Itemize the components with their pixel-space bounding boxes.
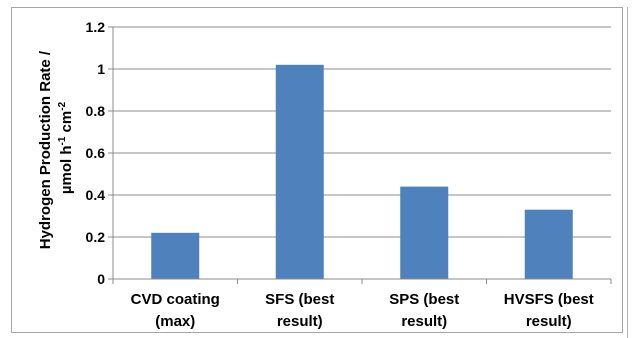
gridlines	[108, 26, 611, 280]
y-axis-label-sup1: -1	[57, 136, 68, 145]
y-tick-label: 0.8	[86, 103, 106, 119]
bars	[151, 64, 573, 279]
y-tick-label: 0.2	[86, 229, 106, 245]
bar	[275, 64, 324, 279]
y-axis-label-line2-mid: cm	[58, 111, 75, 137]
x-tick-label: result)	[401, 313, 447, 330]
y-axis-label-sup2: -2	[57, 101, 68, 110]
x-tick-labels: CVD coating (max) SFS (best result) SPS (bes…	[131, 291, 594, 330]
bar	[151, 232, 200, 279]
x-tick-label: SPS (best	[389, 291, 459, 308]
y-tick-label: 0	[97, 271, 105, 287]
window-edge-divider	[627, 7, 628, 338]
x-tick-label: HVSFS (best	[504, 291, 594, 308]
y-tick-labels: 0 0.2 0.4 0.6 0.8 1 1.2	[86, 19, 106, 287]
x-tick-label: SFS (best	[265, 291, 334, 308]
x-tick-label: (max)	[155, 313, 195, 330]
y-tick-label: 1	[97, 61, 105, 77]
y-tick-label: 0.4	[86, 187, 106, 203]
y-tick-label: 1.2	[86, 19, 106, 35]
bar	[400, 186, 449, 279]
x-tick-label: result)	[277, 313, 323, 330]
y-axis-label: Hydrogen Production Rate / µmol h-1 cm-2	[37, 47, 75, 250]
y-axis-label-line1: Hydrogen Production Rate /	[37, 50, 54, 249]
y-tick-label: 0.6	[86, 145, 106, 161]
axes	[112, 27, 612, 284]
x-tick-label: CVD coating	[131, 291, 220, 308]
y-axis-label-line2: µmol h	[58, 146, 75, 195]
x-tick-label: result)	[526, 313, 572, 330]
bar	[524, 209, 573, 279]
